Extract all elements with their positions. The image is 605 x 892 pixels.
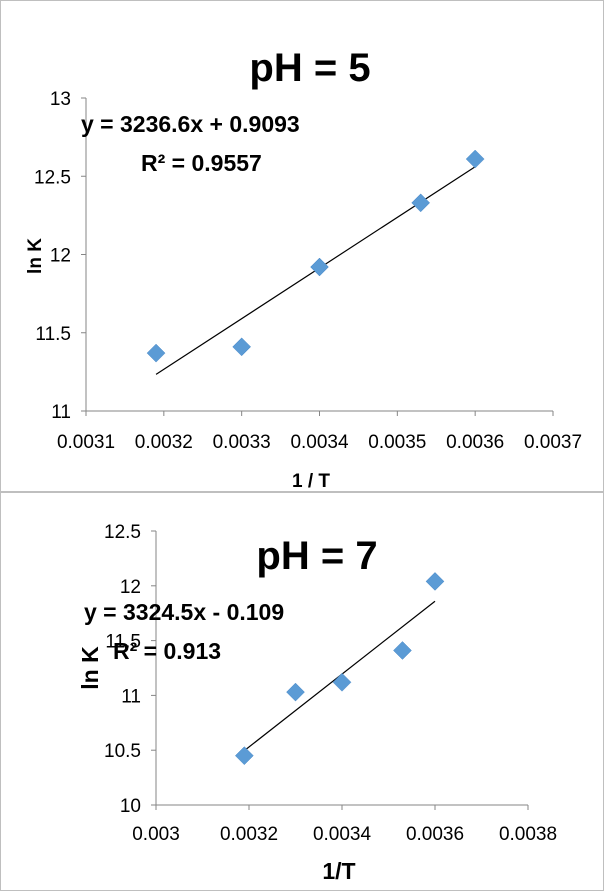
x-tick-label: 0.0034 xyxy=(290,432,349,453)
y-axis-label: ln K xyxy=(25,238,46,274)
chart-panel-ph7: 10 10.5 11 11.5 12 12.5 0.003 0.0032 0.0034 0.003… xyxy=(0,492,604,891)
r-squared-label: R² = 0.913 xyxy=(113,638,221,664)
chart-panel-ph5: 11 11.5 12 12.5 13 0.0031 0.0032 0.0033 0.0034 0.… xyxy=(0,0,604,492)
chart-title: pH = 7 xyxy=(256,534,377,578)
chart-ph5: 11 11.5 12 12.5 13 0.0031 0.0032 0.0033 0.0034 0.… xyxy=(25,46,582,492)
x-tick-label: 0.0031 xyxy=(57,432,115,453)
x-tick-label: 0.003 xyxy=(132,824,180,845)
data-point xyxy=(465,149,485,169)
data-point xyxy=(425,572,445,591)
data-point xyxy=(286,682,305,702)
data-point xyxy=(411,193,431,213)
y-tick-label: 12.5 xyxy=(104,522,141,543)
data-point xyxy=(232,337,252,357)
x-tick-label: 0.0038 xyxy=(499,824,557,845)
trendline-equation: y = 3324.5x - 0.109 xyxy=(84,599,284,625)
x-tick-label: 0.0032 xyxy=(135,432,193,453)
x-tick-label: 0.0034 xyxy=(313,824,372,845)
x-tick-label: 0.0036 xyxy=(406,824,464,845)
y-tick-label: 12.5 xyxy=(34,167,71,188)
y-tick-label: 11 xyxy=(51,402,71,423)
y-tick-label: 11 xyxy=(121,686,141,707)
y-tick-label: 11.5 xyxy=(105,632,141,653)
y-tick-label: 13 xyxy=(50,89,71,110)
x-tick-label: 0.0032 xyxy=(220,824,278,845)
y-tick-label: 11.5 xyxy=(35,324,71,345)
data-point xyxy=(146,343,166,363)
r-squared-label: R² = 0.9557 xyxy=(141,150,262,176)
data-point xyxy=(393,641,412,660)
trendline-equation: y = 3236.6x + 0.9093 xyxy=(81,111,300,137)
y-tick-label: 10.5 xyxy=(104,741,141,762)
y-tick-label: 10 xyxy=(120,796,141,817)
chart-ph7: 10 10.5 11 11.5 12 12.5 0.003 0.0032 0.0034 0.003… xyxy=(77,522,557,884)
y-tick-label: 12 xyxy=(50,246,71,267)
x-axis-label: 1 / T xyxy=(292,471,330,492)
y-tick-label: 12 xyxy=(120,577,141,598)
x-tick-label: 0.0033 xyxy=(213,432,271,453)
x-tick-label: 0.0035 xyxy=(368,432,426,453)
x-tick-label: 0.0036 xyxy=(446,432,504,453)
data-point xyxy=(332,672,352,692)
x-tick-label: 0.0037 xyxy=(524,432,582,453)
y-axis-label: ln K xyxy=(77,646,103,690)
data-point xyxy=(234,746,254,766)
x-axis-label: 1/T xyxy=(322,858,355,884)
data-point xyxy=(310,257,329,277)
chart-title: pH = 5 xyxy=(249,46,370,90)
